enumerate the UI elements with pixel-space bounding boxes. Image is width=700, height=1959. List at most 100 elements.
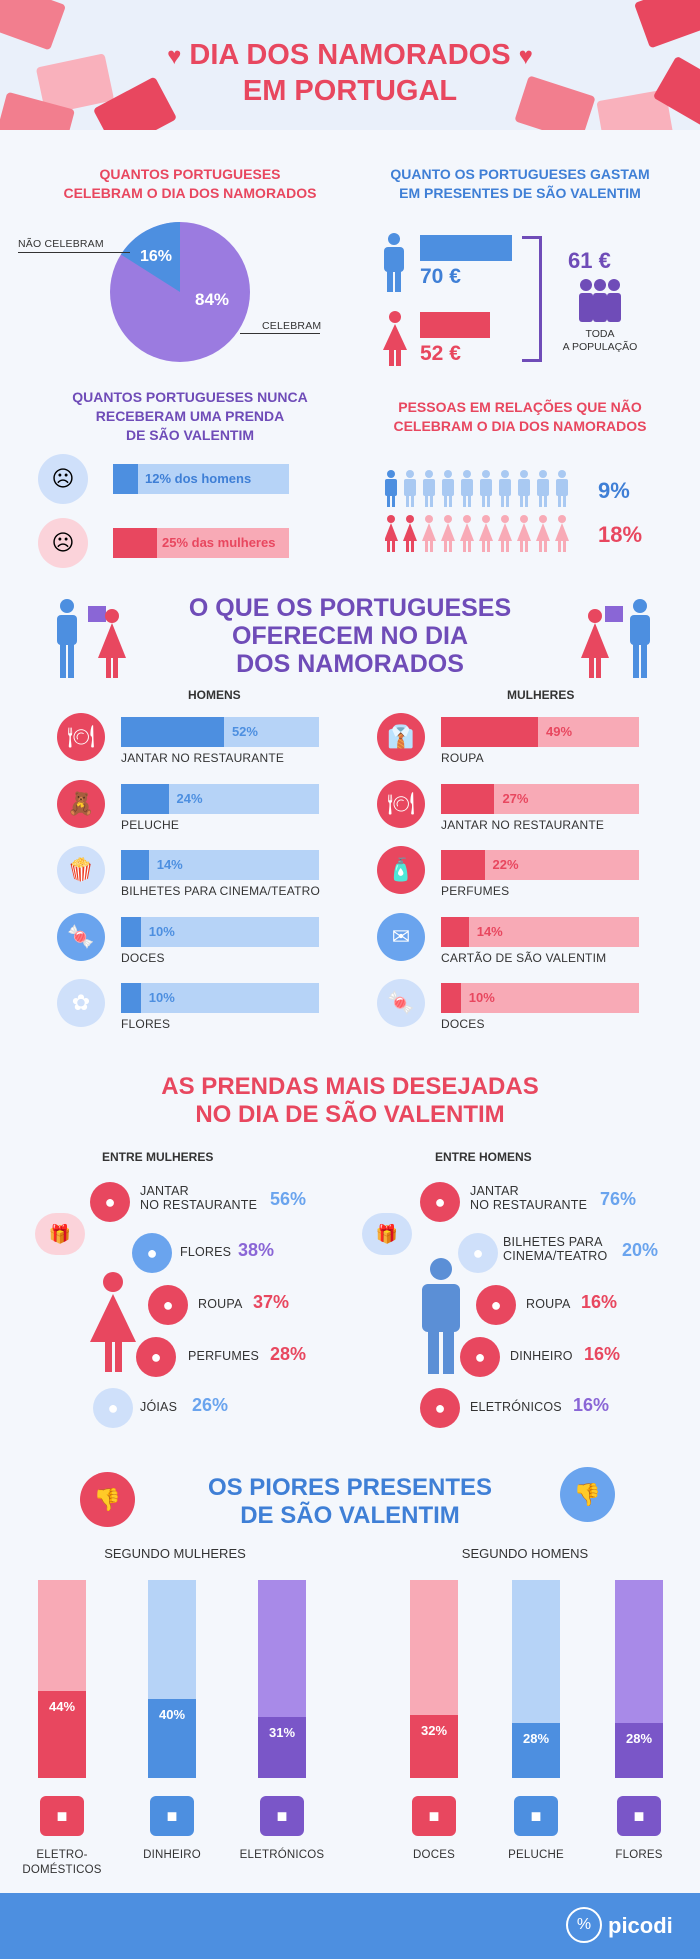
brand-name: picodi (608, 1913, 673, 1938)
thumbs-down-icon: 👎 (80, 1472, 135, 1527)
offer-women-head: MULHERES (507, 688, 575, 702)
never-men-text: 12% dos homens (145, 471, 252, 486)
gift-item-icon: ● (136, 1337, 176, 1377)
offer-pct: 22% (492, 857, 519, 872)
man-person-icon (556, 470, 568, 507)
worst-men-head: SEGUNDO HOMENS (461, 1546, 589, 1561)
desired-pct: 76% (600, 1189, 637, 1209)
leader-line (18, 252, 130, 253)
celebrate-title: QUANTOS PORTUGUESES CELEBRAM O DIA DOS NA… (63, 166, 317, 201)
never-women-text: 25% das mulheres (162, 535, 276, 550)
desired-label: ROUPA (526, 1297, 571, 1311)
couple-gift-icon (581, 599, 650, 678)
woman-person-icon (517, 515, 531, 552)
offer-label: CARTÃO DE SÃO VALENTIM (441, 950, 607, 965)
desired-pct: 26% (192, 1395, 229, 1415)
gift-item-icon: ● (460, 1337, 500, 1377)
offer-pct: 10% (148, 923, 175, 939)
offer-label: DOCES (121, 950, 165, 965)
teddy-icon: 🧸 (57, 779, 105, 828)
worst-pct: 44% (48, 1698, 76, 1714)
flower-icon: ✿ (57, 979, 105, 1027)
offer-title: O QUE OS PORTUGUESES OFERECEM NO DIA DOS N… (188, 594, 512, 678)
thumbs-down-icon: 👎 (560, 1467, 615, 1522)
man-person-icon (461, 470, 473, 507)
worst-pct: 32% (420, 1722, 448, 1738)
gift-item-icon: ● (148, 1285, 188, 1325)
desired-label: ELETRÓNICOS (470, 1400, 562, 1414)
desired-pct: 16% (573, 1395, 610, 1415)
spend-title: QUANTO OS PORTUGUESES GASTAM EM PRESENTES… (390, 166, 650, 201)
man-icon (384, 233, 404, 292)
desired-men-head: ENTRE HOMENS (435, 1150, 532, 1164)
offer-label: DOCES (441, 1017, 485, 1031)
desired-label: JANTAR NO RESTAURANTE (470, 1184, 588, 1212)
offer-label: JANTAR NO RESTAURANTE (441, 817, 605, 832)
total-spend-value: 61 € (568, 248, 611, 273)
envelope-decoration (633, 0, 700, 49)
gift-thought-icon: 🎁 (362, 1213, 412, 1255)
woman-icon (383, 311, 407, 366)
worst-bar: 44% (38, 1580, 86, 1778)
pie-label-nao: 16% (140, 248, 173, 265)
offer-men-head: HOMENS (188, 688, 241, 702)
worst-title: OS PIORES PRESENTES DE SÃO VALENTIM (207, 1474, 493, 1529)
gift-item-icon: ● (90, 1182, 130, 1222)
sad-woman-icon: ☹ (38, 518, 88, 568)
worst-pct: 40% (158, 1706, 186, 1722)
flower-icon: ■ (617, 1796, 661, 1836)
pie-slice-nao-celebram (120, 222, 180, 292)
wallet-icon: ■ (150, 1796, 194, 1836)
teddy-icon: ■ (514, 1796, 558, 1836)
group-icon (579, 279, 621, 322)
appliance-icon: ■ (40, 1796, 84, 1836)
man-person-icon (537, 470, 549, 507)
pie-label-yes: 84% (195, 290, 230, 309)
desired-women-head: ENTRE MULHERES (102, 1150, 214, 1164)
cloche-icon: 🍽 (57, 713, 105, 761)
envelope-decoration (0, 0, 67, 51)
worst-label: ELETRÓNICOS (239, 1849, 325, 1861)
woman-person-icon (403, 515, 417, 552)
men-spend-bar (420, 235, 512, 261)
candy-icon: 🍬 (377, 979, 425, 1027)
offer-bar (441, 916, 639, 947)
candy-icon: ■ (412, 1796, 456, 1836)
popcorn-icon: 🍿 (57, 846, 105, 894)
offer-bar (121, 850, 319, 880)
gift-item-icon: ● (93, 1388, 133, 1428)
never-men-bar (113, 464, 289, 494)
offer-pct: 49% (546, 724, 573, 739)
celebrate-pie-chart (110, 222, 250, 362)
gift-item-icon: ● (476, 1285, 516, 1325)
offer-pct: 52% (231, 724, 258, 739)
never-title: QUANTOS PORTUGUESES NUNCA RECEBERAM UMA P… (72, 389, 308, 443)
offer-pct: 24% (176, 790, 203, 806)
worst-label: FLORES (615, 1849, 663, 1861)
candy-icon: 🍬 (57, 912, 105, 961)
gift-item-icon: ● (420, 1388, 460, 1428)
worst-pct: 31% (268, 1724, 296, 1740)
offer-bar (441, 850, 639, 880)
shirt-icon: 👔 (377, 713, 425, 761)
offer-label: FLORES (121, 1017, 171, 1031)
worst-pct: 28% (625, 1730, 653, 1746)
offer-label: JANTAR NO RESTAURANTE (121, 751, 285, 765)
offer-bar (441, 717, 639, 747)
man-person-icon (480, 470, 492, 507)
couple-gift-icon (57, 599, 126, 678)
offer-bar (121, 783, 319, 814)
nao-celebram-label: NÃO CELEBRAM (18, 238, 104, 250)
desired-label: BILHETES PARA CINEMA/TEATRO (503, 1235, 608, 1263)
offer-label: BILHETES PARA CINEMA/TEATRO (121, 884, 320, 898)
offer-bar (441, 983, 639, 1013)
woman-person-icon (422, 515, 436, 552)
offer-pct: 10% (468, 990, 495, 1005)
card-icon: ✉ (377, 912, 425, 961)
offer-bar (441, 783, 639, 814)
desired-pct: 16% (581, 1292, 618, 1312)
women-spend-value: 52 € (420, 342, 461, 365)
desired-label: PERFUMES (188, 1349, 260, 1363)
worst-pct: 28% (522, 1730, 550, 1746)
desired-label: JANTAR NO RESTAURANTE (140, 1184, 258, 1212)
